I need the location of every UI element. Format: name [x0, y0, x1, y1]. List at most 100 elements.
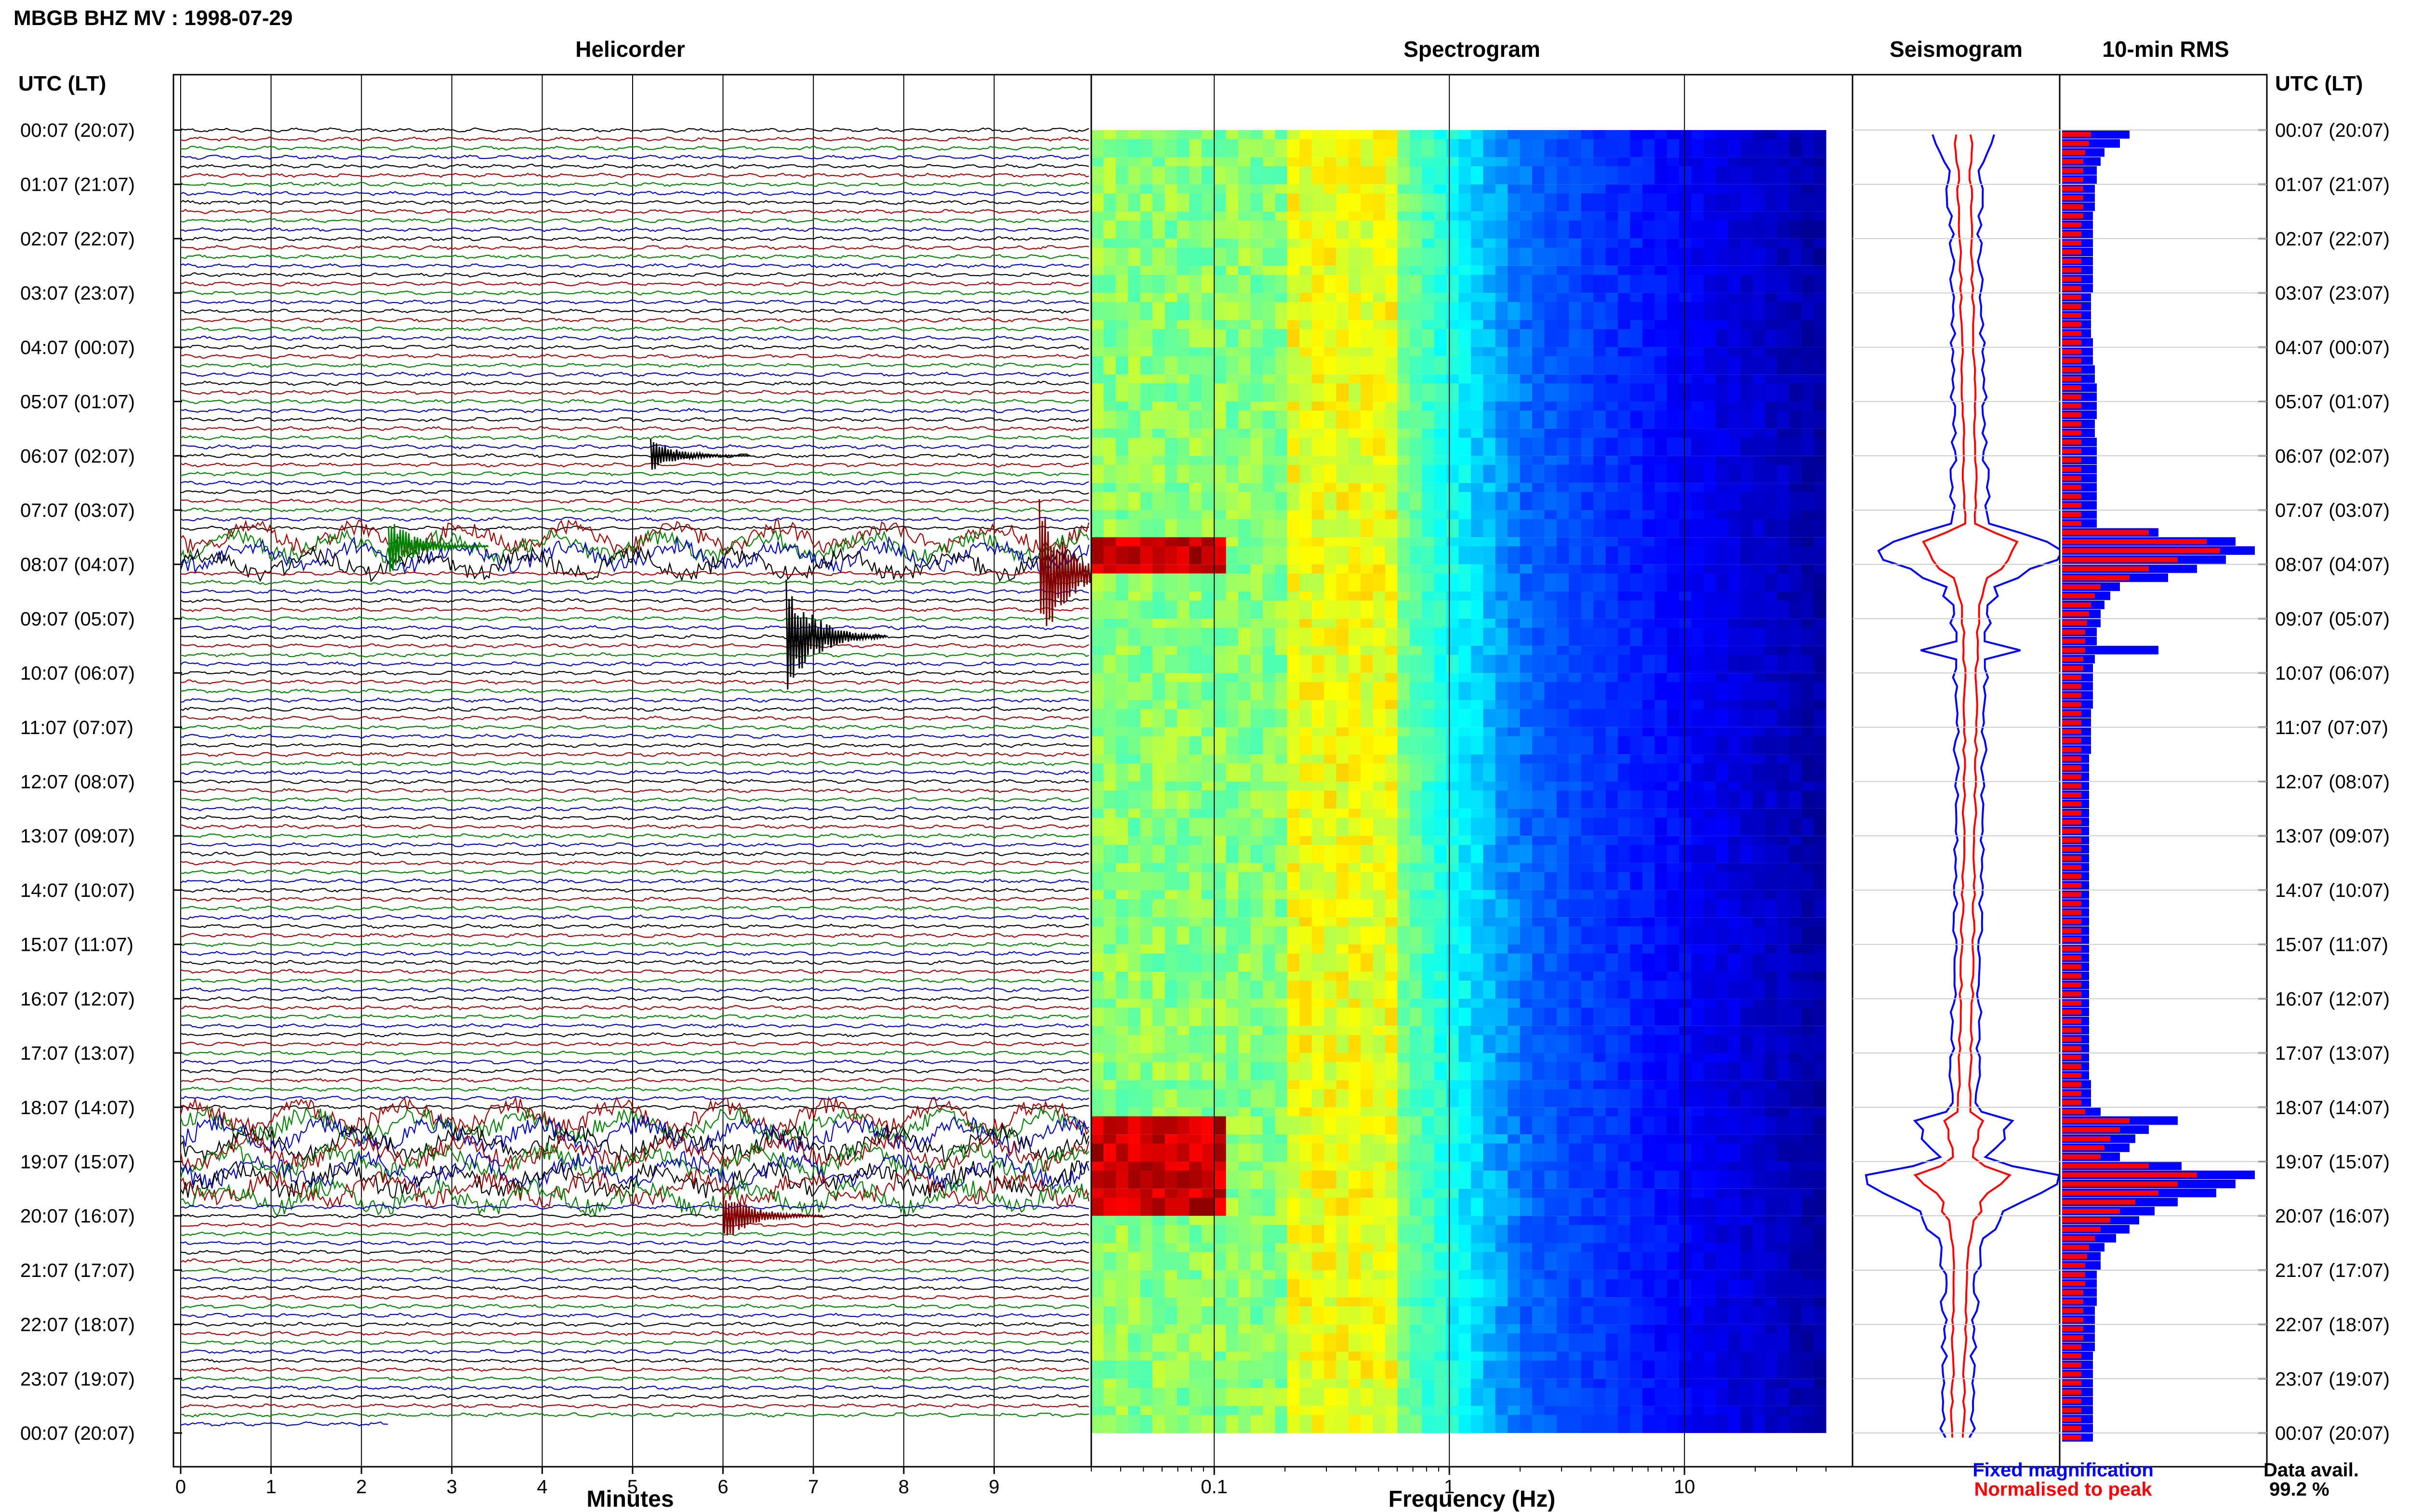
spectrogram-cell	[1226, 655, 1239, 673]
spectrogram-cell	[1299, 817, 1312, 836]
spectrogram-cell	[1262, 655, 1275, 673]
spectrogram-cell	[1556, 573, 1569, 592]
spectrogram-cell	[1617, 573, 1630, 592]
spectrogram-cell	[1581, 926, 1594, 945]
spectrogram-cell	[1152, 600, 1165, 619]
spectrogram-cell	[1495, 655, 1508, 673]
spectrogram-cell	[1103, 410, 1116, 429]
spectrogram-cell	[1226, 1035, 1239, 1053]
spectrogram-cell	[1446, 275, 1459, 293]
spectrogram-cell	[1813, 953, 1827, 972]
spectrogram-cell	[1728, 275, 1741, 293]
spectrogram-cell	[1655, 926, 1668, 945]
helicorder-traces	[180, 127, 1091, 1427]
spectrogram-cell	[1777, 139, 1790, 158]
spectrogram-cell	[1201, 709, 1214, 727]
spectrogram-cell	[1275, 763, 1288, 782]
spectrogram-cell	[1617, 1170, 1630, 1189]
spectrogram-cell	[1165, 872, 1178, 890]
spectrogram-cell	[1703, 790, 1716, 809]
spectrogram-cell	[1740, 926, 1753, 945]
spectrogram-cell	[1508, 492, 1521, 510]
spectrogram-cell	[1617, 465, 1630, 483]
spectrogram-cell	[1470, 1089, 1483, 1107]
spectrogram-cell	[1115, 926, 1128, 945]
spectrogram-cell	[1140, 519, 1153, 538]
spectrogram-cell	[1189, 980, 1202, 999]
helicorder-trace	[180, 1394, 1089, 1400]
spectrogram-cell	[1201, 1062, 1214, 1080]
spectrogram-cell	[1813, 329, 1827, 347]
helicorder-trace	[180, 598, 1089, 604]
spectrogram-cell	[1764, 573, 1777, 592]
spectrogram-cell	[1740, 1062, 1753, 1080]
spectrogram-cell	[1250, 736, 1263, 755]
spectrogram-cell	[1458, 383, 1471, 402]
panel-title-helicorder: Helicorder	[575, 37, 685, 62]
spectrogram-cell	[1483, 166, 1496, 184]
spectrogram-cell	[1214, 682, 1227, 700]
spectrogram-cell	[1140, 1008, 1153, 1026]
spectrogram-cell	[1642, 709, 1655, 727]
spectrogram-cell	[1287, 546, 1300, 565]
spectrogram-cell	[1691, 302, 1704, 320]
spectrogram-cell	[1311, 248, 1324, 266]
spectrogram-cell	[1311, 1035, 1324, 1053]
spectrogram-cell	[1777, 492, 1790, 510]
spectrogram-cell	[1703, 410, 1716, 429]
spectrogram-cell	[1764, 220, 1777, 239]
spectrogram-cell	[1422, 655, 1435, 673]
spectrogram-cell	[1446, 953, 1459, 972]
spectrogram-cell	[1556, 1089, 1569, 1107]
helicorder-trace	[180, 878, 1089, 884]
spectrogram-cell	[1716, 1062, 1729, 1080]
spectrogram-cell	[1373, 465, 1386, 483]
spectrogram-cell	[1446, 465, 1459, 483]
spectrogram-cell	[1642, 139, 1655, 158]
spectrogram-cell	[1569, 1035, 1582, 1053]
helicorder-trace	[180, 1231, 1089, 1237]
spectrogram-cell	[1397, 817, 1410, 836]
spectrogram-cell	[1764, 628, 1777, 646]
spectrogram-cell	[1299, 953, 1312, 972]
spectrogram-cell	[1593, 655, 1606, 673]
spectrogram-cell	[1115, 1035, 1128, 1053]
spectrogram-cell	[1287, 139, 1300, 158]
spectrogram-cell	[1581, 628, 1594, 646]
spectrogram-cell	[1311, 926, 1324, 945]
spectrogram-cell	[1140, 383, 1153, 402]
spectrogram-cell	[1544, 600, 1557, 619]
helicorder-trace	[180, 127, 1089, 133]
spectrogram-cell	[1789, 275, 1802, 293]
spectrogram-cell	[1777, 790, 1790, 809]
helicorder-trace	[180, 1303, 1089, 1309]
spectrogram-cell	[1140, 193, 1153, 212]
spectrogram-cell	[1311, 193, 1324, 212]
spectrogram-cell	[1336, 139, 1349, 158]
spectrogram-cell	[1238, 736, 1251, 755]
spectrogram-cell	[1593, 546, 1606, 565]
helicorder-trace	[180, 227, 1089, 233]
helicorder-trace	[180, 290, 1089, 296]
spectrogram-cell	[1238, 1062, 1251, 1080]
spectrogram-cell	[1703, 872, 1716, 890]
spectrogram-cell	[1495, 926, 1508, 945]
spectrogram-cell	[1630, 166, 1643, 184]
spectrogram-cell	[1728, 437, 1741, 456]
spectrogram-cell	[1434, 465, 1447, 483]
spectrogram-cell	[1103, 465, 1116, 483]
spectrogram-cell	[1348, 302, 1361, 320]
spectrogram-cell	[1434, 383, 1447, 402]
spectrogram-cell	[1262, 220, 1275, 239]
spectrogram-cell	[1556, 790, 1569, 809]
spectrogram-cell	[1470, 193, 1483, 212]
spectrogram-cell	[1556, 926, 1569, 945]
spectrogram-cell	[1605, 1089, 1618, 1107]
spectrogram-cell	[1728, 1089, 1741, 1107]
spectrogram-cell	[1752, 1197, 1765, 1216]
spectrogram-cell	[1508, 1170, 1521, 1189]
spectrogram-cell	[1091, 953, 1104, 972]
spectrogram-cell	[1801, 248, 1814, 266]
spectrogram-cell	[1177, 546, 1190, 565]
helicorder-trace	[181, 1358, 1089, 1364]
